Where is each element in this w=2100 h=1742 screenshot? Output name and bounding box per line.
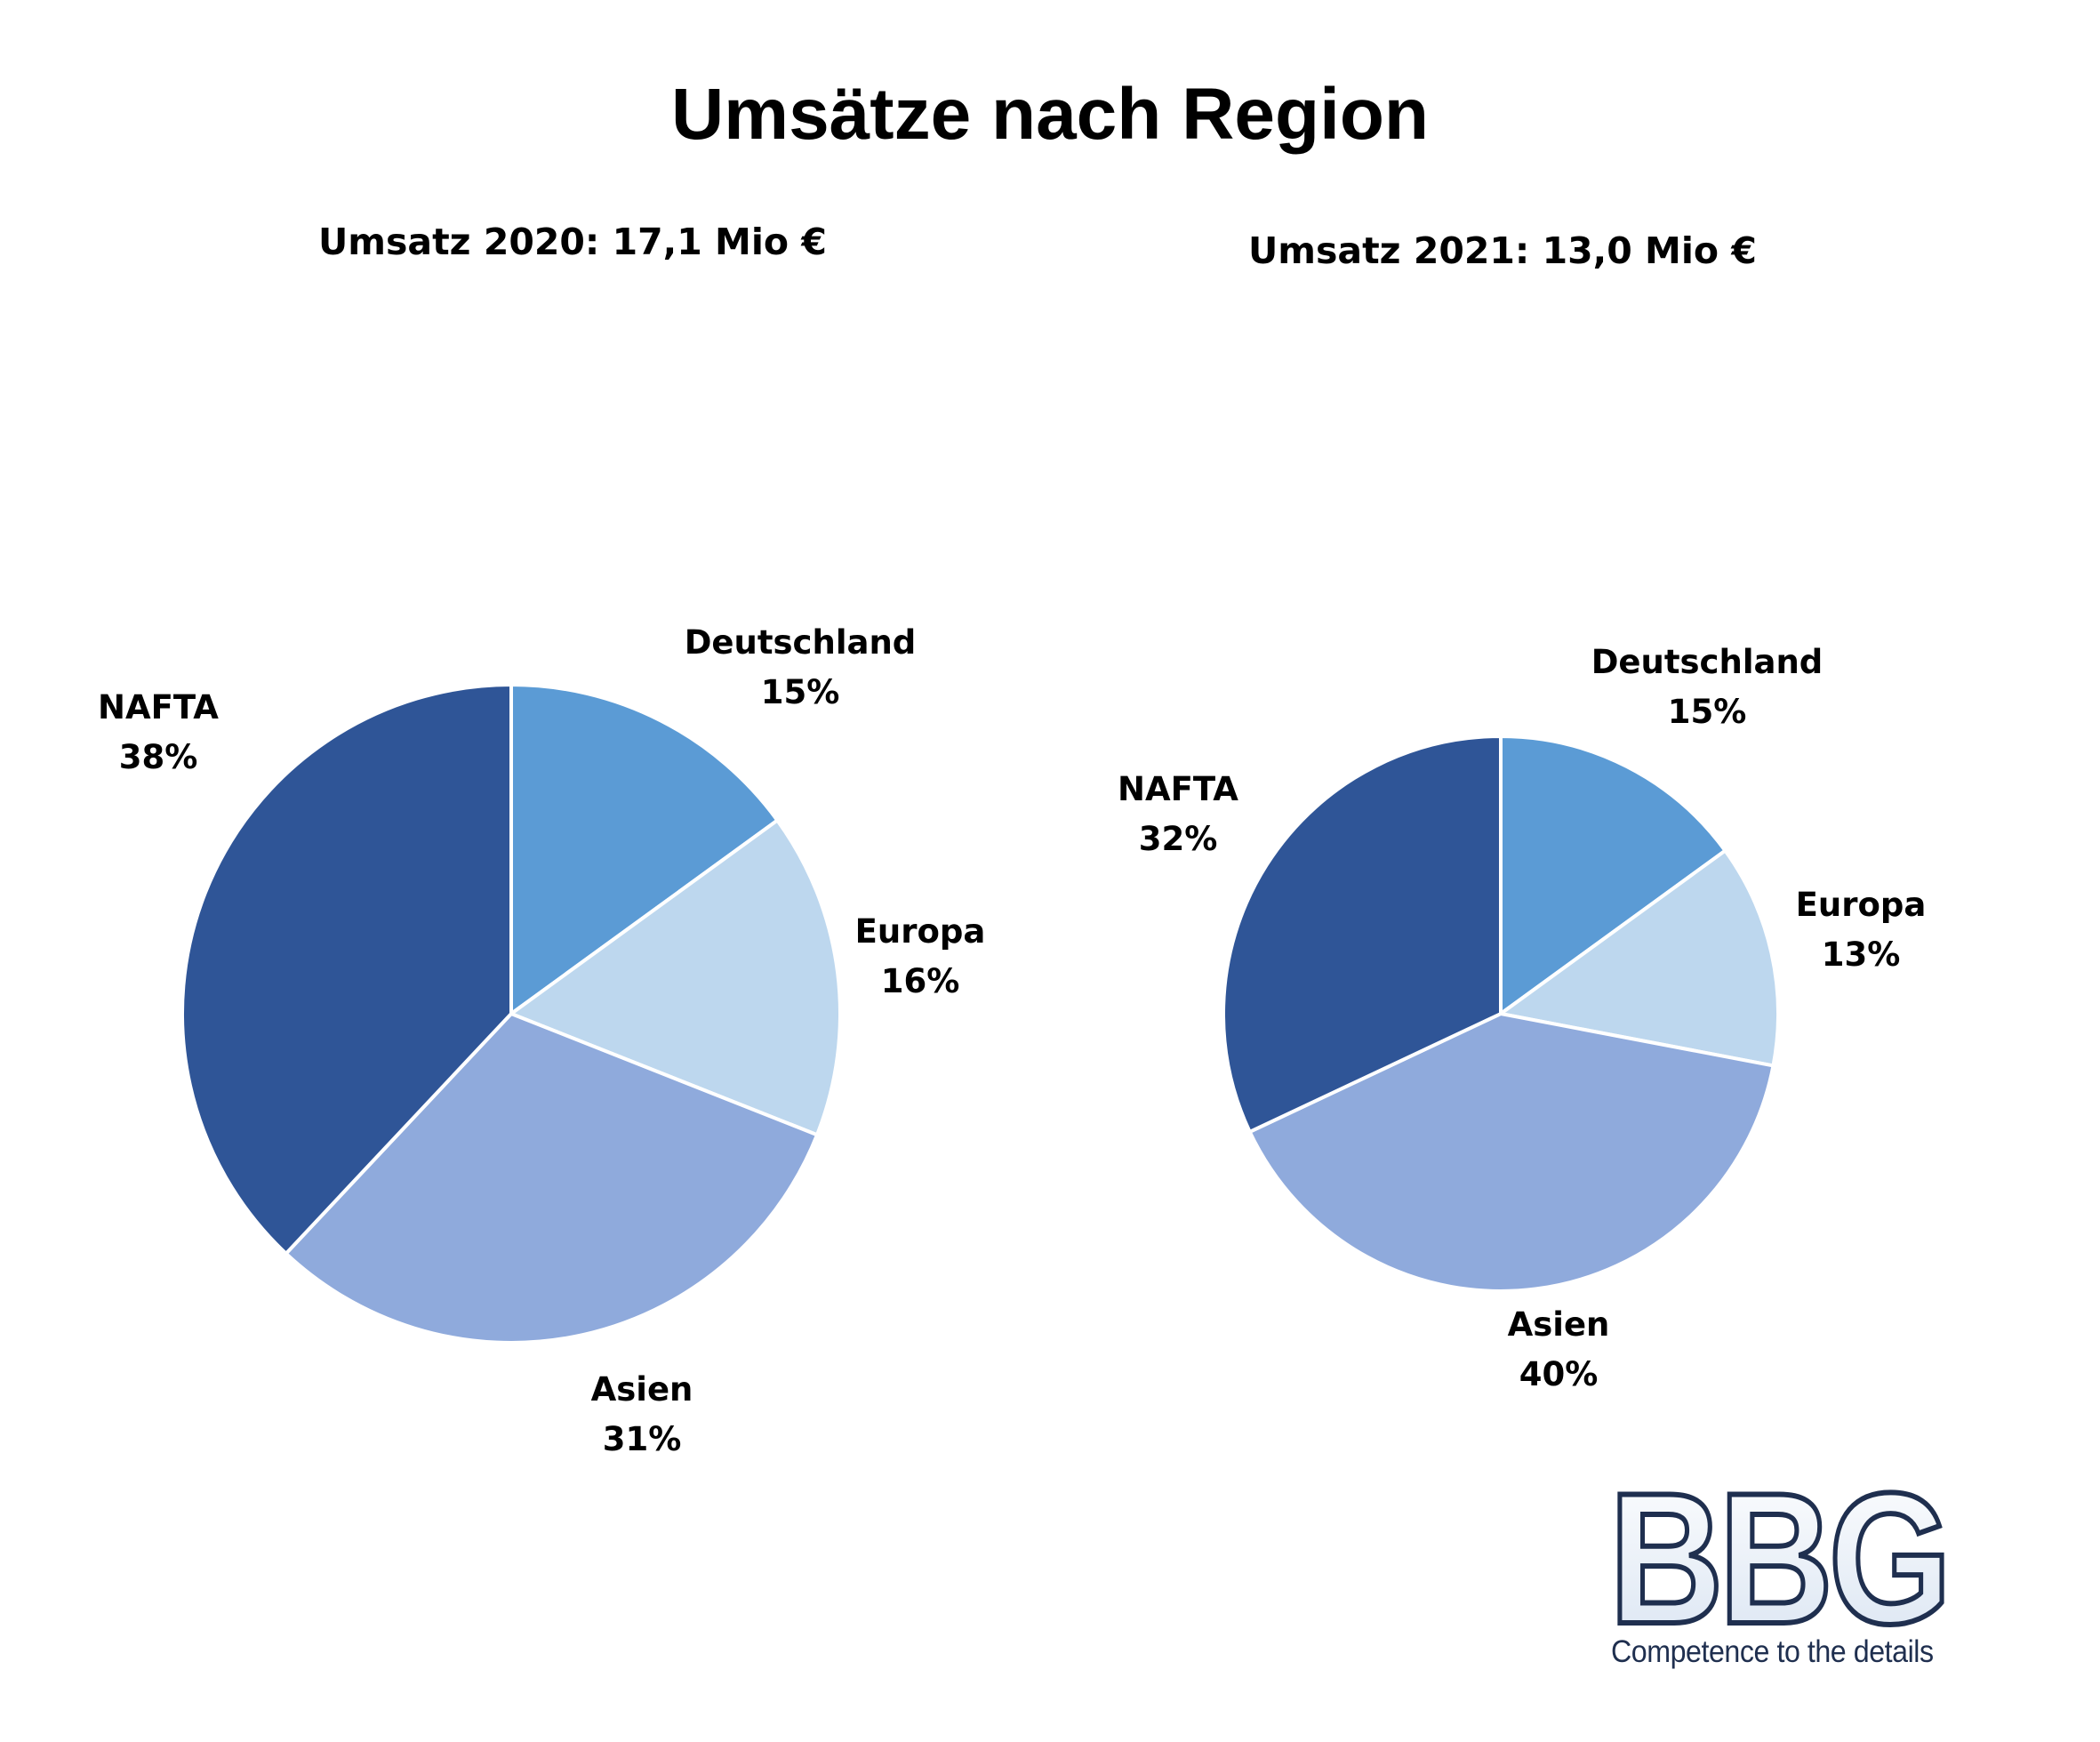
pie-slice-nafta bbox=[180, 682, 513, 1256]
slice-label-europa: Europa bbox=[855, 912, 986, 951]
pie-slice-nafta bbox=[1222, 734, 1503, 1135]
pie-slice-deutschland bbox=[509, 682, 781, 1017]
slice-value-asien: 31% bbox=[603, 1420, 682, 1458]
chart-title: Umsätze nach Region bbox=[670, 74, 1430, 155]
pie-slice-europa bbox=[507, 817, 843, 1137]
pie-2020-title: Umsatz 2020: 17,1 Mio € bbox=[318, 221, 827, 263]
slice-value-europa: 13% bbox=[1822, 935, 1901, 974]
slice-label-asien: Asien bbox=[591, 1370, 693, 1409]
logo-tagline: Competence to the details bbox=[1611, 1634, 1934, 1669]
slice-label-nafta: NAFTA bbox=[98, 688, 219, 727]
slice-value-nafta: 32% bbox=[1139, 820, 1218, 858]
pie-2021-title: Umsatz 2021: 13,0 Mio € bbox=[1248, 229, 1757, 272]
slice-value-deutschland: 15% bbox=[761, 673, 840, 711]
pie-2021: Deutschland 15% Europa 13% Asien 40% NAFTA 32% bbox=[1118, 643, 1926, 1393]
bbg-logo: BBG bbox=[1609, 1481, 1955, 1666]
pie-slice-asien bbox=[1247, 1011, 1775, 1293]
slice-value-deutschland: 15% bbox=[1668, 693, 1747, 731]
bbg-logo-letters: BBG bbox=[1609, 1481, 1947, 1663]
slice-label-deutschland: Deutschland bbox=[685, 623, 917, 662]
pie-2020: Deutschland 15% Europa 16% Asien 31% NAFTA 38% bbox=[98, 623, 985, 1458]
slice-value-europa: 16% bbox=[881, 962, 960, 1000]
slice-label-europa: Europa bbox=[1796, 886, 1927, 924]
slice-value-nafta: 38% bbox=[119, 738, 198, 776]
slice-value-asien: 40% bbox=[1519, 1355, 1599, 1393]
slice-label-asien: Asien bbox=[1508, 1305, 1610, 1344]
slice-label-deutschland: Deutschland bbox=[1591, 643, 1823, 681]
slice-label-nafta: NAFTA bbox=[1118, 770, 1238, 808]
pie-slice-europa bbox=[1496, 847, 1780, 1068]
pie-slice-asien bbox=[283, 1011, 820, 1345]
pie-slice-deutschland bbox=[1499, 734, 1728, 1017]
